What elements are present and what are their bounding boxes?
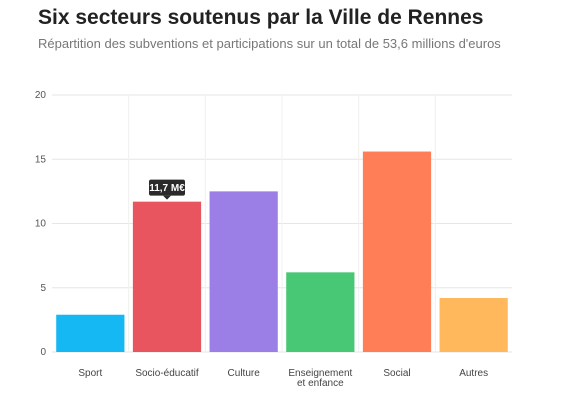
chart-subtitle: Répartition des subventions et participa… <box>38 36 501 51</box>
x-category-label: Enseignement <box>288 368 352 379</box>
x-category-label: Sport <box>78 368 102 379</box>
bar[interactable] <box>286 272 355 352</box>
y-tick-label: 20 <box>35 90 47 101</box>
bar[interactable] <box>209 191 278 352</box>
bar[interactable] <box>56 314 125 352</box>
x-category-label: Culture <box>228 368 261 379</box>
grid-layer <box>52 94 512 353</box>
bar[interactable] <box>362 151 432 352</box>
x-category-label: et enfance <box>297 378 344 389</box>
tooltip-label: 11,7 M€ <box>149 183 185 194</box>
y-tick-label: 5 <box>40 283 46 294</box>
chart-title: Six secteurs soutenus par la Ville de Re… <box>38 6 484 29</box>
bars-layer <box>56 151 508 352</box>
tooltip-pointer <box>163 195 171 200</box>
bar[interactable] <box>132 201 202 352</box>
bar[interactable] <box>439 298 508 352</box>
y-tick-label: 10 <box>35 219 47 230</box>
y-tick-label: 0 <box>40 347 46 358</box>
tooltip-box <box>149 179 185 196</box>
x-category-label: Social <box>383 368 410 379</box>
labels-layer: 0 5 10 15 20 Sport Socio-éducatif Culture Enseig… <box>35 90 488 389</box>
x-category-label: Socio-éducatif <box>135 368 199 379</box>
x-category-label: Autres <box>459 368 488 379</box>
tooltip-layer: 11,7 M€ <box>149 179 185 200</box>
y-tick-label: 15 <box>35 154 47 165</box>
